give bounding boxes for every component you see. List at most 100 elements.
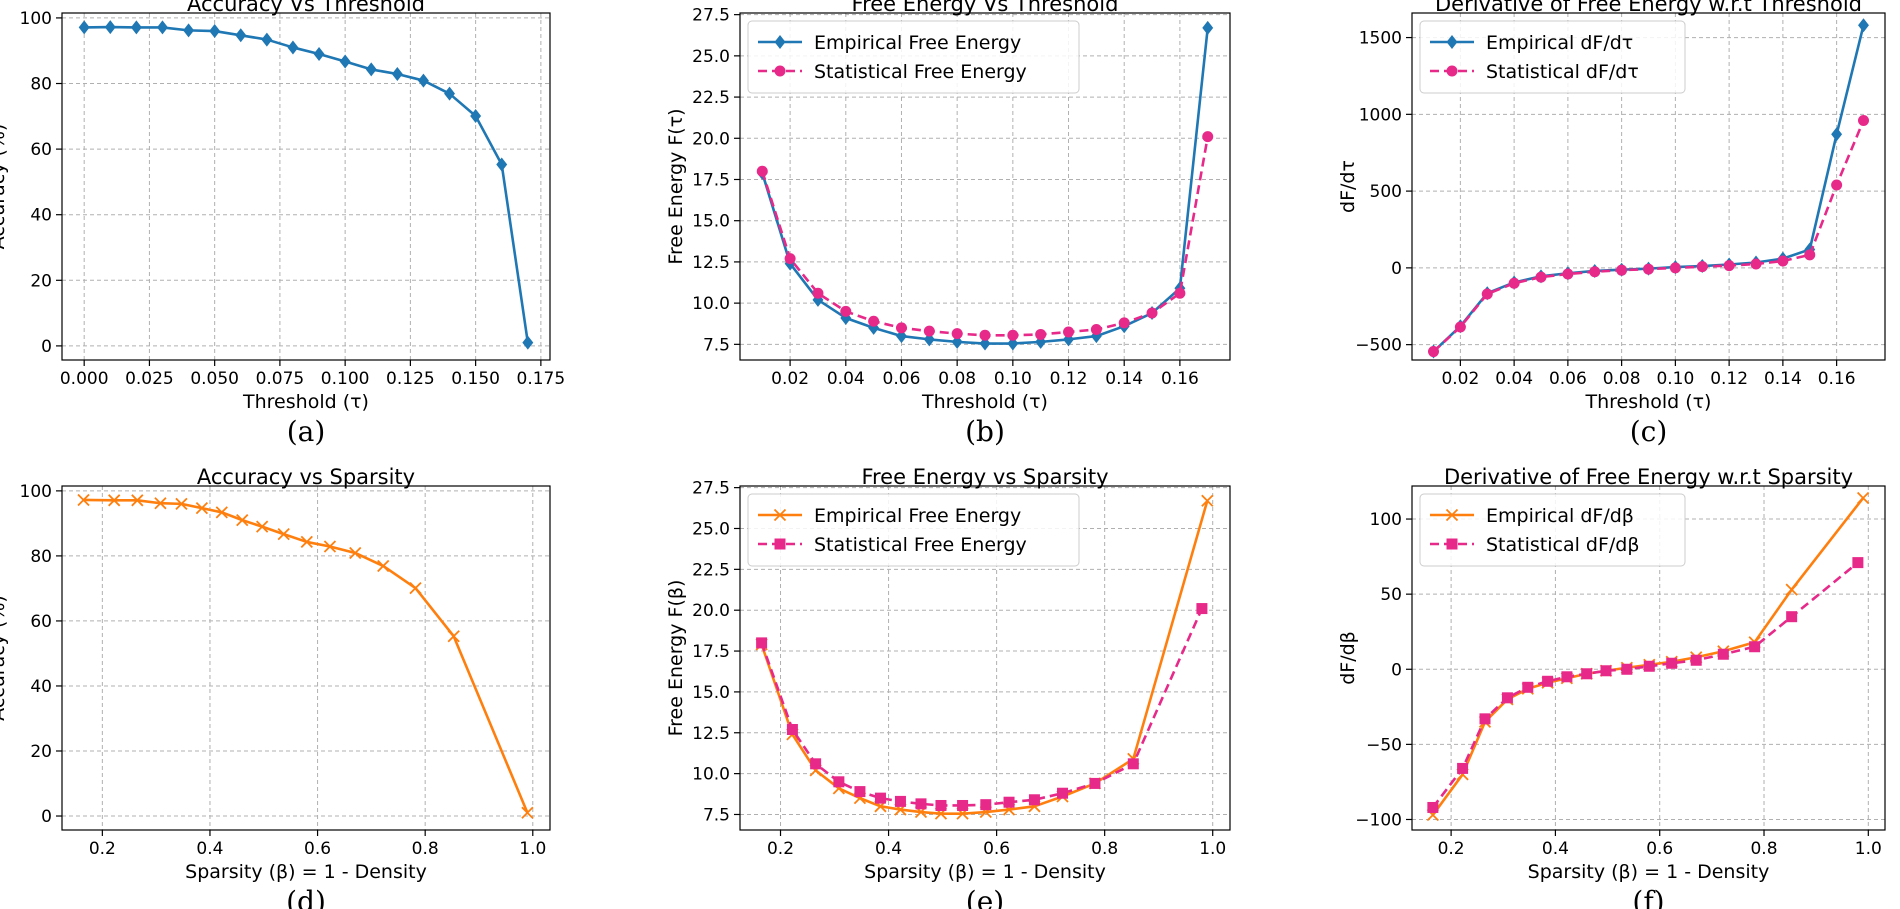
x-tick-label: 0.175	[517, 369, 566, 389]
series-line	[760, 608, 1204, 807]
chart-title: Derivative of Free Energy w.r.t Threshol…	[1435, 0, 1862, 16]
data-point	[256, 520, 269, 533]
data-point	[756, 165, 768, 177]
x-tick-label: 0.8	[1750, 839, 1777, 859]
series-statistical-df-d-	[1427, 557, 1864, 813]
x-tick-label: 0.12	[1050, 369, 1088, 389]
data-point	[1858, 114, 1869, 126]
data-point	[1522, 681, 1534, 693]
data-point	[1146, 307, 1158, 319]
subfigure-caption: (f)	[1632, 885, 1664, 909]
legend-box	[747, 493, 1080, 567]
legend-label: Statistical dF/dτ	[1486, 61, 1639, 83]
series-statistical-df-d-	[1428, 114, 1869, 358]
data-point	[1786, 611, 1798, 623]
chart-panel-4: 0.2 0.4 0.6 0.8 1.0 0 20 40 60 80 100 Accuracy vs S…	[0, 465, 551, 909]
subfigure-caption: (a)	[287, 415, 326, 448]
x-tick-label: 0.04	[1495, 369, 1533, 389]
data-point	[131, 494, 144, 507]
subfigure-caption: (c)	[1630, 415, 1668, 448]
y-tick-label: 80	[30, 75, 52, 95]
data-point	[235, 28, 247, 43]
chart-panel-6: 0.2 0.4 0.6 0.8 1.0 −100 −50 0 50 100 Derivative o…	[1337, 465, 1886, 909]
x-tick-label: 0.16	[1161, 369, 1199, 389]
y-tick-label: 27.5	[692, 479, 730, 499]
chart-title: Derivative of Free Energy w.r.t Sparsity	[1444, 465, 1853, 489]
legend: Empirical Free Energy Statistical Free En…	[747, 20, 1080, 94]
y-tick-label: 22.5	[692, 560, 730, 580]
plot-frame	[739, 485, 1231, 831]
data-point	[756, 637, 768, 649]
data-point	[1427, 801, 1439, 813]
legend-label: Statistical Free Energy	[814, 61, 1027, 83]
x-tick-label: 0.4	[1542, 839, 1569, 859]
x-tick-label: 0.100	[321, 369, 370, 389]
data-point	[923, 325, 935, 337]
data-point	[1777, 255, 1789, 267]
y-tick-label: 12.5	[692, 724, 730, 744]
data-point	[980, 799, 992, 811]
data-point	[1057, 787, 1069, 799]
data-point	[1750, 258, 1762, 270]
y-tick-label: 1500	[1359, 29, 1402, 49]
y-axis-label: Accuracy (%)	[0, 124, 9, 250]
data-point	[183, 23, 195, 38]
legend-marker	[774, 538, 786, 550]
data-point	[349, 546, 362, 560]
data-point	[1003, 796, 1015, 808]
x-tick-label: 0.04	[827, 369, 865, 389]
data-point	[935, 799, 947, 811]
data-point	[130, 20, 142, 35]
data-point	[1089, 777, 1101, 789]
y-tick-label: 15.0	[692, 212, 730, 232]
data-point	[78, 20, 90, 35]
y-tick-label: 500	[1370, 182, 1402, 202]
data-point	[521, 806, 534, 819]
y-tick-label: 100	[20, 9, 52, 29]
data-point	[1201, 494, 1214, 507]
y-tick-label: 0	[41, 337, 52, 357]
x-tick-label: 0.2	[89, 839, 116, 859]
legend-marker	[1446, 538, 1458, 550]
legend-label: Empirical Free Energy	[814, 505, 1021, 527]
data-point	[215, 506, 228, 519]
data-point	[339, 54, 351, 69]
data-point	[236, 514, 249, 527]
legend: Empirical dF/dβ Statistical dF/dβ	[1419, 493, 1686, 567]
legend-marker	[1445, 508, 1459, 522]
chart-panel-3: 0.02 0.04 0.06 0.08 0.10 0.12 0.14 0.16 −500 0 500…	[1337, 0, 1886, 448]
legend-label: Empirical dF/dβ	[1486, 505, 1634, 527]
x-axis-label: Sparsity (β) = 1 - Density	[1528, 861, 1770, 883]
y-tick-label: 10.0	[692, 765, 730, 785]
data-point	[1858, 18, 1869, 33]
y-tick-label: 25.0	[692, 519, 730, 539]
x-axis-label: Sparsity (β) = 1 - Density	[864, 861, 1106, 883]
data-point	[209, 24, 221, 39]
data-point	[175, 497, 188, 511]
data-point	[1542, 675, 1554, 687]
x-tick-label: 0.025	[125, 369, 174, 389]
legend-marker	[773, 508, 787, 522]
series-line	[1431, 561, 1859, 809]
data-point	[1717, 648, 1729, 660]
x-tick-label: 0.6	[304, 839, 331, 859]
data-point	[108, 494, 121, 507]
y-tick-label: 60	[30, 140, 52, 160]
data-point	[1589, 266, 1601, 278]
subfigure-caption: (b)	[965, 415, 1005, 448]
y-tick-label: 20.0	[692, 601, 730, 621]
chart-title: Free Energy vs Sparsity	[861, 465, 1108, 489]
data-point	[417, 73, 429, 88]
y-tick-label: 17.5	[692, 642, 730, 662]
series-line	[761, 136, 1210, 337]
data-point	[979, 329, 991, 341]
legend-label: Statistical Free Energy	[814, 534, 1027, 556]
y-axis-label: dF/dβ	[1337, 631, 1359, 685]
data-point	[1127, 758, 1139, 770]
data-point	[833, 776, 845, 788]
data-point	[77, 493, 90, 507]
x-tick-label: 0.02	[1441, 369, 1479, 389]
series-line	[83, 498, 529, 814]
legend-marker	[1446, 35, 1458, 49]
x-tick-label: 0.2	[767, 839, 794, 859]
